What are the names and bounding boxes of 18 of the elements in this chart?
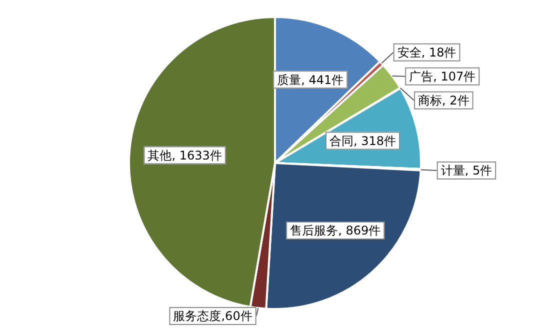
slice-label: 安全 [397,45,422,60]
slice-label: 质量 [277,72,302,87]
slice-label: 商标 [418,93,442,108]
slice-label: 其他 [148,148,172,162]
data-label: , 869件 [338,224,381,238]
data-label: , 2件 [442,93,470,108]
slice-label: 计量 [440,164,465,178]
data-label: , 107件 [433,69,476,84]
slice-label: 服务态度 [173,309,222,324]
data-label: , 441件 [301,72,344,87]
slice-label: 合同 [329,134,354,148]
slice-label: 售后服务 [290,224,338,238]
data-label: , 18件 [421,45,456,60]
data-label: , 1633件 [172,148,222,162]
data-label: , 318件 [353,134,396,148]
data-label: ,60件 [221,309,252,324]
data-label: , 5件 [464,164,492,178]
slice-label: 广告 [409,69,434,84]
